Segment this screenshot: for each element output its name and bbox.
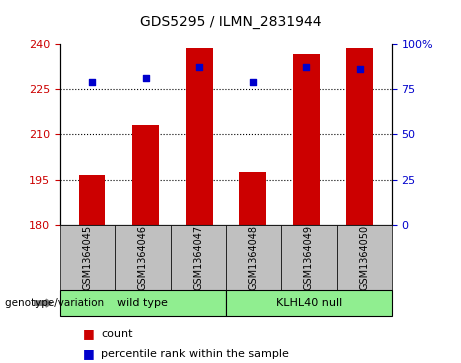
Text: percentile rank within the sample: percentile rank within the sample bbox=[101, 349, 290, 359]
Bar bbox=[293, 54, 319, 225]
Text: GSM1364046: GSM1364046 bbox=[138, 225, 148, 290]
Point bbox=[89, 79, 96, 85]
Text: KLHL40 null: KLHL40 null bbox=[276, 298, 342, 308]
Text: GSM1364049: GSM1364049 bbox=[304, 225, 314, 290]
Text: count: count bbox=[101, 329, 133, 339]
Text: GSM1364045: GSM1364045 bbox=[83, 225, 93, 290]
Point bbox=[142, 75, 149, 81]
Text: ■: ■ bbox=[83, 327, 95, 340]
Point bbox=[356, 66, 363, 72]
Point bbox=[195, 64, 203, 70]
Text: ■: ■ bbox=[83, 347, 95, 360]
Text: GDS5295 / ILMN_2831944: GDS5295 / ILMN_2831944 bbox=[140, 15, 321, 29]
Bar bbox=[239, 172, 266, 225]
Text: GSM1364048: GSM1364048 bbox=[248, 225, 259, 290]
Point bbox=[302, 64, 310, 70]
Text: GSM1364050: GSM1364050 bbox=[359, 225, 369, 290]
Text: wild type: wild type bbox=[118, 298, 168, 308]
Point bbox=[249, 79, 256, 85]
Text: genotype/variation: genotype/variation bbox=[5, 298, 107, 308]
Bar bbox=[346, 48, 373, 225]
Bar bbox=[79, 175, 106, 225]
Text: GSM1364047: GSM1364047 bbox=[193, 225, 203, 290]
Bar bbox=[132, 125, 159, 225]
Bar bbox=[186, 48, 213, 225]
